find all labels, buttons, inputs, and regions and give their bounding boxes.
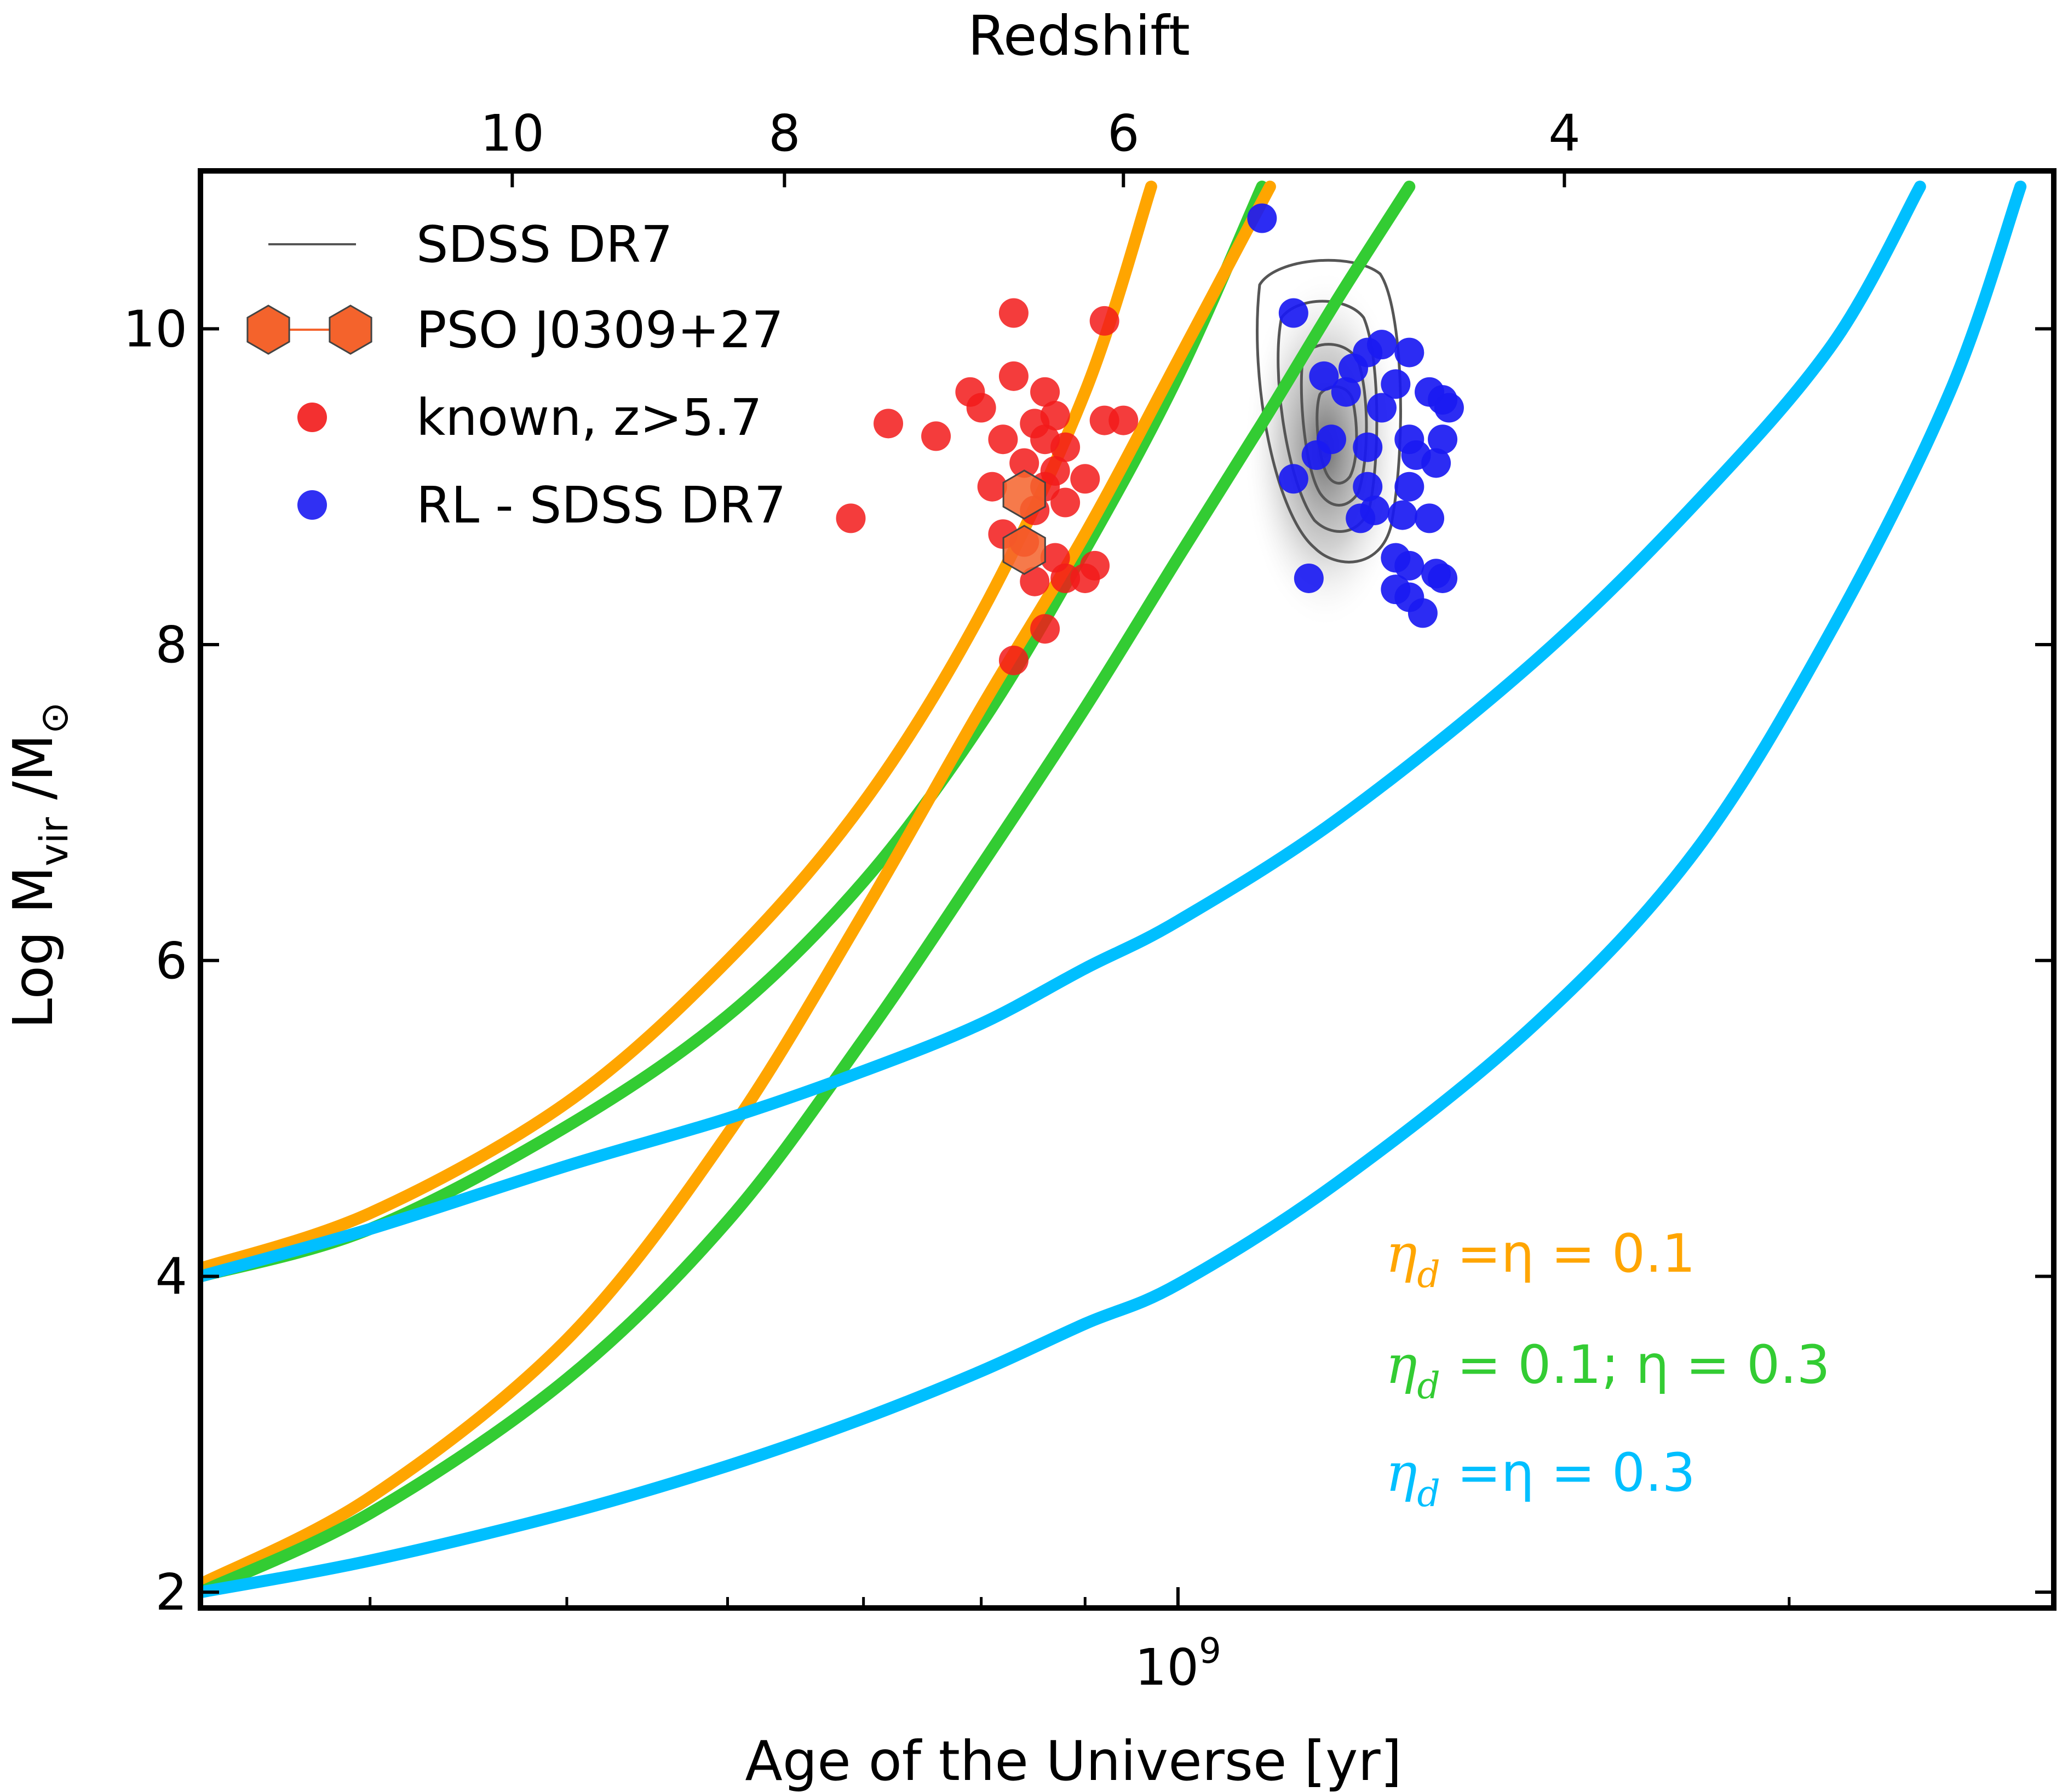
- known-point: [988, 424, 1018, 455]
- known-point: [1089, 306, 1119, 336]
- known-point: [1030, 614, 1060, 644]
- rl-point: [1434, 393, 1464, 423]
- known-point: [921, 421, 951, 451]
- y-tick-label: 6: [155, 932, 187, 990]
- known-point: [1020, 566, 1050, 596]
- known-point: [1009, 448, 1039, 478]
- x-tick-label: 109: [1135, 1631, 1221, 1697]
- plot-frame: [198, 168, 2056, 1611]
- known-point: [966, 393, 996, 423]
- efficiency-annotation: ηd =η = 0.1: [1386, 1223, 1696, 1296]
- top-axis-ticks: 108642: [480, 104, 1581, 187]
- rl-point: [1353, 472, 1383, 502]
- model-curve-1: [200, 180, 1157, 1274]
- known-point: [1108, 405, 1139, 435]
- legend-label: known, z>5.7: [416, 388, 762, 447]
- top-tick-label: 8: [768, 104, 801, 163]
- rl-point: [1428, 563, 1458, 593]
- rl-point: [1353, 432, 1383, 462]
- y-tick-label: 2: [155, 1563, 187, 1622]
- rl-point: [1394, 550, 1424, 581]
- top-axis-title: Redshift: [968, 4, 1190, 68]
- known-point: [1050, 432, 1081, 462]
- rl-point: [1381, 369, 1411, 399]
- top-tick-label: 4: [1548, 104, 1581, 163]
- known-point: [874, 409, 904, 439]
- rl-point: [1408, 598, 1438, 628]
- known-point: [1070, 464, 1100, 494]
- rl-point: [1346, 503, 1376, 533]
- legend-label: RL - SDSS DR7: [416, 476, 786, 535]
- model-curve-4: [200, 180, 1416, 1599]
- known-point: [998, 298, 1029, 328]
- rl-point: [1301, 440, 1331, 470]
- rl-point: [1421, 448, 1451, 478]
- x-axis-title: Age of the Universe [yr]: [745, 1729, 1401, 1792]
- legend-swatch-circle: [297, 490, 327, 520]
- known-point: [977, 472, 1007, 502]
- known-point: [998, 645, 1029, 675]
- x-axis-ticks: 109: [369, 1587, 1791, 1697]
- rl-point: [1387, 500, 1417, 530]
- known-quasar-points: [836, 298, 1139, 675]
- rl-point: [1428, 424, 1458, 455]
- model-curve-3: [200, 180, 1276, 1590]
- legend-label: SDSS DR7: [416, 215, 673, 274]
- y-tick-label: 10: [123, 300, 187, 358]
- known-point: [836, 503, 866, 533]
- model-curve-6: [200, 180, 2027, 1599]
- rl-point: [1394, 472, 1424, 502]
- rl-point: [1366, 393, 1397, 423]
- model-curve-5: [200, 180, 1926, 1283]
- efficiency-annotation: ηd = 0.1; η = 0.3: [1386, 1334, 1830, 1407]
- rl-sdss-points: [1247, 203, 1464, 628]
- rl-point: [1278, 464, 1308, 494]
- legend-swatch-hexagon: [246, 305, 290, 355]
- rl-point: [1309, 361, 1339, 391]
- legend-label: PSO J0309+27: [416, 301, 784, 359]
- model-curve-2: [200, 180, 1268, 1283]
- rl-point: [1331, 377, 1361, 407]
- y-tick-label: 8: [155, 616, 187, 674]
- rl-point: [1394, 337, 1424, 367]
- y-axis-title: Log Mvir /M⊙: [1, 702, 77, 1029]
- rl-point: [1294, 563, 1324, 593]
- pso-point: [1002, 469, 1046, 520]
- known-point: [998, 361, 1029, 391]
- rl-point: [1247, 203, 1277, 233]
- rl-point: [1339, 353, 1369, 383]
- annotations: ηd =η = 0.1 ηd = 0.1; η = 0.3 ηd =η = 0.3: [1386, 1223, 1830, 1515]
- legend-swatch-circle: [297, 403, 327, 432]
- known-point: [1050, 487, 1081, 518]
- y-axis-ticks: 2 4 6 8 10: [123, 300, 2054, 1622]
- legend-swatch-hexagon: [329, 305, 372, 355]
- top-tick-label: 10: [480, 104, 544, 163]
- model-curves: [200, 180, 2027, 1599]
- efficiency-annotation: ηd =η = 0.3: [1386, 1442, 1696, 1515]
- rl-point: [1415, 503, 1445, 533]
- known-point: [1070, 563, 1100, 593]
- legend: SDSS DR7 PSO J0309+27 known, z>5.7 RL - SDS…: [246, 215, 786, 535]
- top-tick-label: 6: [1107, 104, 1140, 163]
- rl-point: [1278, 298, 1308, 328]
- known-point: [1030, 377, 1060, 407]
- pso-points: [1002, 469, 1046, 575]
- pso-point: [1002, 525, 1046, 575]
- y-tick-label: 4: [155, 1247, 187, 1306]
